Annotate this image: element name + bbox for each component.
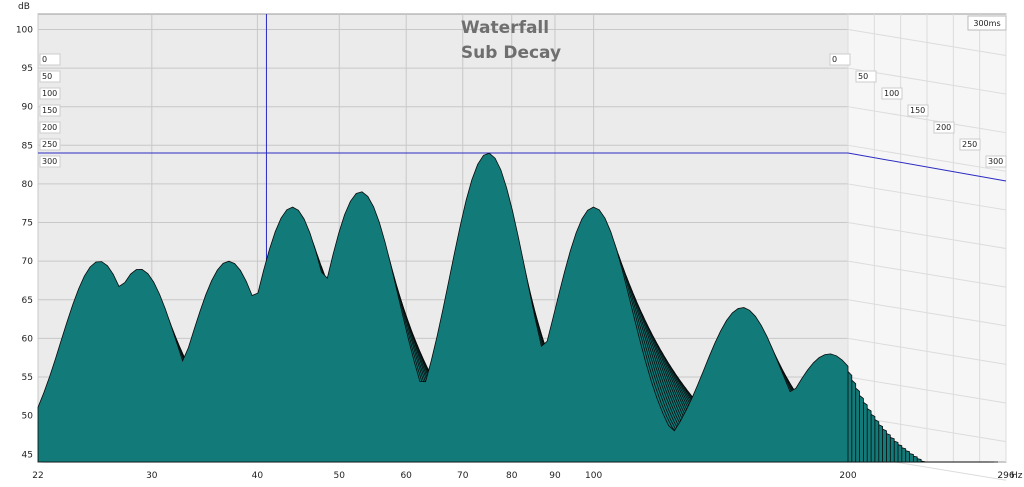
svg-text:250: 250 <box>962 140 977 149</box>
y-tick-label: 90 <box>22 103 34 113</box>
svg-text:50: 50 <box>42 72 52 81</box>
y-tick-label: 50 <box>22 412 34 422</box>
y-tick-label: 60 <box>22 334 34 344</box>
svg-text:50: 50 <box>858 72 868 81</box>
svg-text:0: 0 <box>832 55 837 64</box>
time-slice-label: 250 <box>39 138 61 151</box>
svg-text:300: 300 <box>988 157 1003 166</box>
svg-text:300: 300 <box>42 157 57 166</box>
svg-text:0: 0 <box>42 55 47 64</box>
time-slice-label-right: 150 <box>907 104 929 117</box>
x-unit-label: Hz <box>1011 471 1023 481</box>
time-slice-label: 150 <box>39 104 61 117</box>
y-tick-label: 85 <box>22 141 33 151</box>
side-grid-line-h <box>847 299 1007 327</box>
time-slice-label: 200 <box>39 121 61 134</box>
time-slice-label-right: 100 <box>881 87 903 100</box>
x-tick-label: 22 <box>32 471 43 481</box>
y-tick-label: 100 <box>16 25 33 35</box>
chart-title: Waterfall <box>461 18 549 38</box>
cursor-perspective <box>847 152 1007 182</box>
time-slice-label: 0 <box>39 53 61 66</box>
x-tick-label: 100 <box>585 471 602 481</box>
y-tick-label: 75 <box>22 219 33 229</box>
side-grid-line-h <box>847 28 1007 56</box>
y-tick-label: 80 <box>22 180 34 190</box>
side-grid-line-h <box>847 260 1007 288</box>
y-unit-label: dB <box>18 2 30 12</box>
svg-text:250: 250 <box>42 140 57 149</box>
side-grid-line-h <box>847 222 1007 250</box>
side-grid-line-h <box>847 106 1007 134</box>
x-tick-label: 40 <box>252 471 264 481</box>
y-tick-label: 45 <box>22 450 33 460</box>
side-grid-line-h <box>847 144 1007 172</box>
svg-text:200: 200 <box>42 123 57 132</box>
time-end-badge: 300ms <box>967 15 1007 31</box>
x-tick-label: 200 <box>839 471 856 481</box>
time-slice-label: 100 <box>39 87 61 100</box>
waterfall-slice <box>37 152 849 463</box>
time-slice-label: 50 <box>39 70 61 83</box>
x-tick-label: 70 <box>457 471 469 481</box>
svg-text:150: 150 <box>910 106 925 115</box>
time-slice-label-right: 250 <box>959 138 981 151</box>
x-tick-label: 80 <box>506 471 518 481</box>
side-grid-line-h <box>847 183 1007 211</box>
time-slice-label: 300 <box>39 155 61 168</box>
svg-text:150: 150 <box>42 106 57 115</box>
svg-text:100: 100 <box>884 89 899 98</box>
x-tick-label: 60 <box>400 471 412 481</box>
y-tick-label: 65 <box>22 296 33 306</box>
time-end-label: 300ms <box>973 19 1000 28</box>
time-slice-label-right: 50 <box>855 70 877 83</box>
x-tick-label: 50 <box>334 471 346 481</box>
side-grid-line-h <box>847 376 1007 404</box>
x-tick-label: 90 <box>549 471 561 481</box>
time-slice-label-right: 200 <box>933 121 955 134</box>
time-slice-label-right: 300 <box>985 155 1007 168</box>
y-tick-label: 95 <box>22 64 33 74</box>
y-tick-label: 55 <box>22 373 33 383</box>
svg-text:100: 100 <box>42 89 57 98</box>
side-grid-line-h <box>847 337 1007 365</box>
x-tick-label: 296 <box>997 471 1014 481</box>
y-tick-label: 70 <box>22 257 34 267</box>
svg-text:200: 200 <box>936 123 951 132</box>
time-slice-label-right: 0 <box>829 53 851 66</box>
x-tick-label: 30 <box>146 471 158 481</box>
chart-subtitle: Sub Decay <box>461 43 561 63</box>
